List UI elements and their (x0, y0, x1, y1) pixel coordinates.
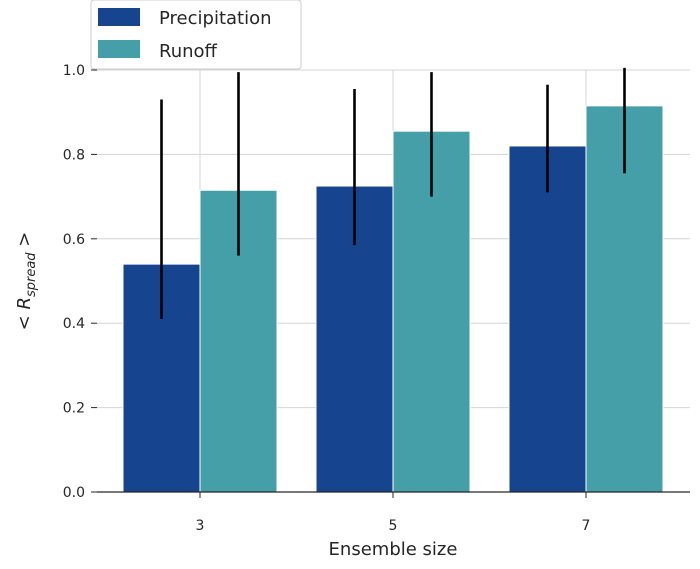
x-tick-label: 5 (389, 518, 398, 534)
legend-label-runoff: Runoff (159, 41, 218, 62)
error-bars (160, 67, 626, 319)
y-tick-label: 0.0 (63, 485, 85, 501)
y-tick-label: 0.4 (63, 316, 85, 332)
y-axis-label-symbol: R (14, 297, 35, 310)
y-tick-label: 0.2 (63, 401, 85, 417)
bars (122, 105, 664, 493)
x-ticks: 3 5 7 (196, 492, 591, 534)
y-tick-label: 0.6 (63, 232, 85, 248)
y-axis-label-close: > (14, 232, 35, 253)
y-axis-label-open: < (14, 310, 35, 331)
y-tick-label: 1.0 (63, 63, 85, 79)
bar-precipitation-7 (508, 145, 587, 493)
legend-swatch-runoff (98, 40, 140, 58)
legend-box (90, 0, 302, 70)
x-tick-label: 7 (582, 518, 591, 534)
x-tick-label: 3 (196, 518, 205, 534)
legend-label-precipitation: Precipitation (159, 8, 272, 29)
y-ticks: 0.0 0.2 0.4 0.6 0.8 1.0 (63, 63, 97, 501)
legend: Precipitation Runoff (90, 0, 302, 70)
y-axis-label-subscript: spread (24, 252, 39, 297)
y-axis-label: < Rspread > (14, 232, 39, 331)
bar-runoff-5 (392, 130, 471, 493)
x-axis-label: Ensemble size (329, 539, 458, 560)
legend-swatch-precipitation (98, 8, 140, 26)
y-tick-label: 0.8 (63, 147, 85, 163)
